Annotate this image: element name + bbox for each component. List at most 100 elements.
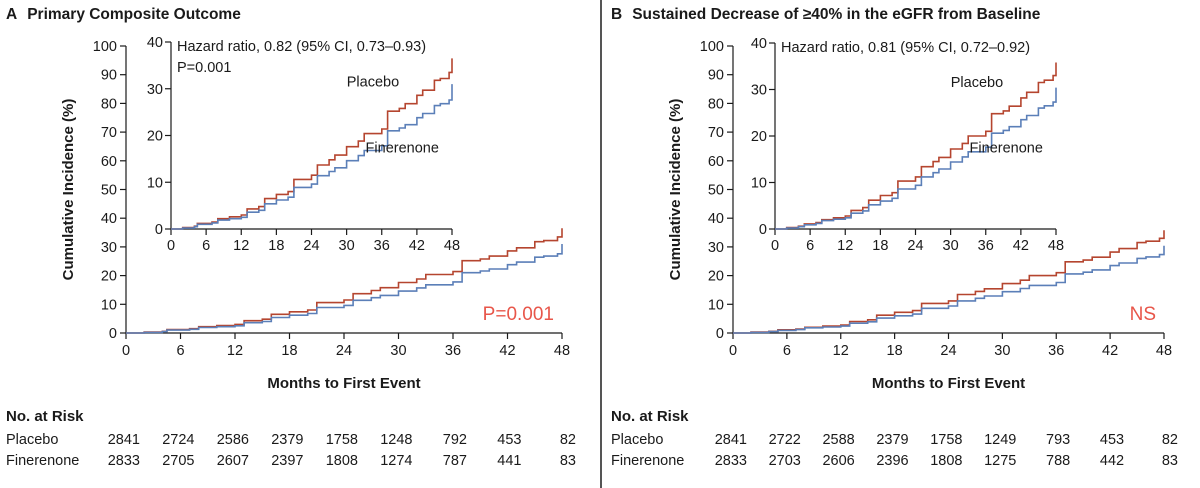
panel-b-y-tick-label: 80 [708,96,724,112]
panel-b-inset-x-tick-label: 6 [806,238,814,254]
panel-b-inset-x-tick-label: 0 [771,238,779,254]
panel-a-risk-value: 441 [497,453,522,469]
panel-b-inset-background [747,37,1068,257]
panel-a-title: A Primary Composite Outcome [6,6,241,24]
panel-a-letter: A [6,6,18,23]
panel-b-y-tick-label: 30 [708,240,724,256]
panel-a-y-tick-label: 30 [101,240,117,256]
panel-a-risk-value: 1274 [380,453,413,469]
panel-a-risk-value: 2833 [107,453,140,469]
panel-a-inset-x-tick-label: 6 [202,238,210,254]
panel-a-inset-y-tick-label: 20 [147,129,163,145]
panel-b-inset-placebo-label: Placebo [951,75,1003,91]
panel-a-y-tick-label: 50 [101,183,117,199]
panel-a-x-tick-label: 36 [445,343,461,359]
panel-a-y-tick-label: 80 [101,96,117,112]
panel-b-title: B Sustained Decrease of ≥40% in the eGFR … [611,6,1040,24]
panel-a: A Primary Composite Outcome 0 10 20 30 40 50 60… [6,6,576,469]
panel-a-inset-x-tick-label: 30 [339,238,355,254]
panel-a-x-tick-label: 0 [122,343,130,359]
panel-b-inset-y-tick-label: 0 [759,222,767,238]
panel-a-inset-y-tick-label: 0 [155,222,163,238]
panel-a-risk-value: 2607 [216,453,249,469]
panel-a-inset-y-tick-label: 10 [147,175,163,191]
panel-a-x-tick-label: 12 [227,343,243,359]
panel-b-x-tick-label: 6 [783,343,791,359]
panel-b-annotation: NS [1130,304,1156,325]
panel-b-x-tick-label: 30 [994,343,1010,359]
panel-b-risk-value: 1808 [930,453,963,469]
panel-b-risk-value: 2606 [822,453,855,469]
panel-b-y-tick-label: 70 [708,125,724,141]
panel-b-y-tick-label: 60 [708,154,724,170]
panel-b-risk-value: 1758 [930,432,963,448]
panel-b-inset-placebo-curve [775,62,1057,230]
panel-b-risk-value: 1275 [984,453,1017,469]
panel-a-risk-value: 1758 [325,432,358,448]
panel-b-y-tick-label: 100 [700,39,724,55]
panel-b-risk-value: 2841 [714,432,747,448]
panel-b-x-tick-label: 36 [1048,343,1064,359]
panel-a-inset-x-tick-label: 24 [303,238,319,254]
panel-a-inset-x-tick-label: 42 [409,238,425,254]
panel-a-x-tick-label: 48 [554,343,570,359]
panel-b-y-axis-label: Cumulative Incidence (%) [667,99,684,281]
panel-a-risk-value: 792 [442,432,467,448]
panel-b-inset-x-tick-label: 24 [907,238,923,254]
panel-a-risk-value: 1808 [325,453,358,469]
panel-b-x-tick-label: 42 [1102,343,1118,359]
panel-b-inset-x-tick-label: 48 [1048,238,1064,254]
panel-b-x-tick-label: 0 [729,343,737,359]
panel-a-finerenone-curve [126,244,563,334]
panel-a-inset-y-tick-label: 40 [147,35,163,51]
panel-a-risk-title: No. at Risk [6,408,84,425]
panel-a-y-tick-label: 70 [101,125,117,141]
panel-b-x-tick-label: 24 [940,343,956,359]
panel-a-y-tick-label: 40 [101,211,117,227]
panel-a-risk-value: 2724 [162,432,195,448]
panel-b-risk-value: 2722 [768,432,801,448]
panel-b-inset-finerenone-label: Finerenone [970,141,1043,157]
panel-b-y-tick-label: 40 [708,211,724,227]
panel-a-risk-value: 2841 [107,432,140,448]
panel-a-risk-value: 2705 [162,453,195,469]
panel-b-x-axis-label: Months to First Event [872,375,1025,392]
panel-b-risk-value: 453 [1099,432,1125,448]
panel-a-inset-x-tick-label: 48 [444,238,460,254]
panel-a-y-tick-label: 0 [109,326,117,342]
panel-b-risk-value: 2396 [876,453,909,469]
panel-a-inset-x-tick-label: 0 [167,238,175,254]
panel-b-title-text: Sustained Decrease of ≥40% in the eGFR f… [632,6,1041,23]
panel-b-risk-value: 1249 [984,432,1017,448]
panel-a-risk-label: Finerenone [6,453,80,469]
panel-b-risk-value: 2588 [822,432,855,448]
panel-b-inset-finerenone-curve [775,87,1057,230]
panel-a-inset-x-tick-label: 12 [233,238,249,254]
panel-a-y-tick-label: 60 [101,154,117,170]
panel-a-inset-placebo-curve [171,58,453,230]
panel-b-y-tick-label: 50 [708,183,724,199]
panel-b-risk-value: 788 [1046,453,1071,469]
panel-a-title-text: Primary Composite Outcome [27,6,241,23]
panel-b-risk-title: No. at Risk [611,408,689,425]
panel-a-y-tick-label: 100 [93,39,117,55]
panel-b-letter: B [611,6,623,23]
panel-a-inset-x-tick-label: 18 [268,238,284,254]
panel-b-inset-y-tick-label: 10 [751,176,767,192]
panel-a-x-axis-label: Months to First Event [267,375,420,392]
panel-b-risk-value: 2379 [876,432,909,448]
panel-b-risk-label: Placebo [611,432,664,448]
panel-a-x-tick-label: 6 [176,343,184,359]
panel-b-inset-y-tick-label: 40 [751,36,767,52]
panel-b-inset-x-tick-label: 18 [872,238,888,254]
panel-b-y-tick-label: 20 [708,269,724,285]
panel-b-x-tick-label: 12 [833,343,849,359]
panel-a-y-tick-label: 10 [101,297,117,313]
panel-b-x-tick-label: 48 [1156,343,1172,359]
panel-b-x-tick-label: 18 [887,343,903,359]
panel-a-risk-value: 2586 [216,432,249,448]
panel-a-y-axis-label: Cumulative Incidence (%) [60,99,77,281]
panel-b-inset-y-tick-label: 30 [751,83,767,99]
